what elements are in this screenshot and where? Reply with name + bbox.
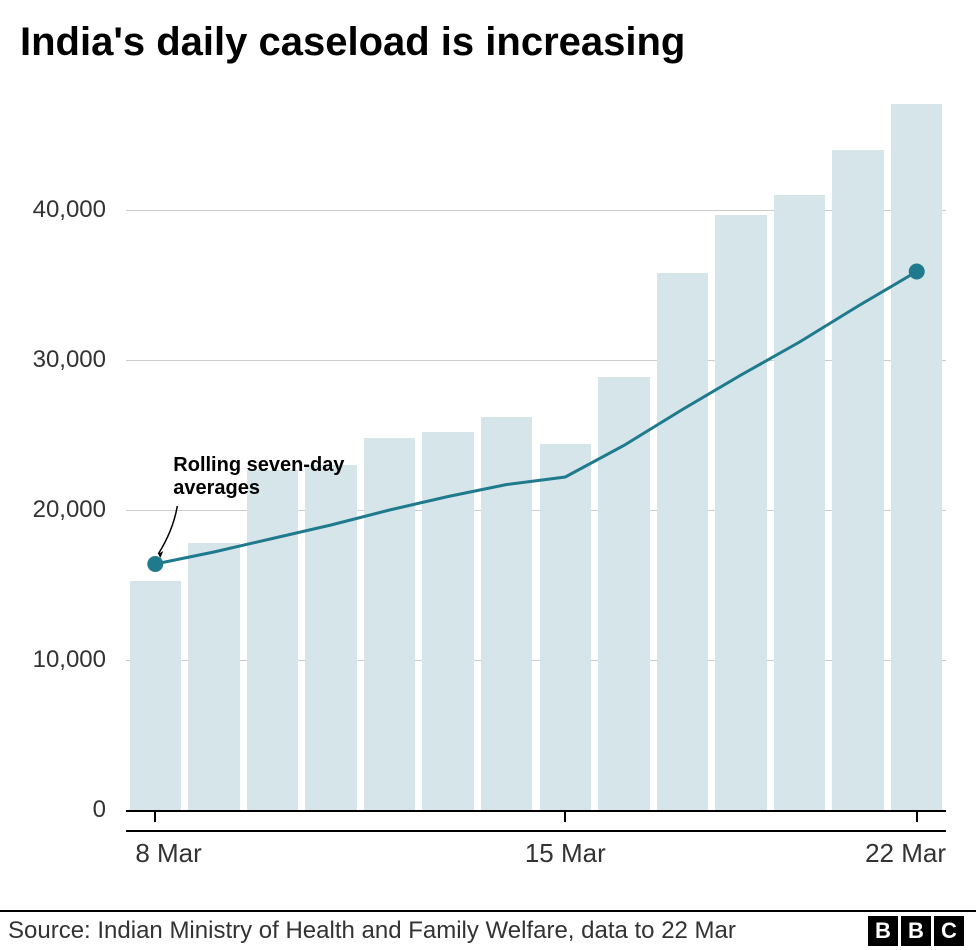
- chart-area: 010,00020,00030,00040,000 Rolling seven-…: [20, 90, 956, 850]
- x-tick-label: 22 Mar: [865, 838, 946, 869]
- y-tick-label: 0: [6, 796, 106, 824]
- x-tick-label: 8 Mar: [135, 838, 201, 869]
- x-tick: [564, 812, 566, 822]
- bbc-logo: B B C: [868, 916, 964, 946]
- x-axis-line: [126, 810, 946, 812]
- x-tick: [916, 812, 918, 822]
- annotation-arrow: [126, 90, 946, 810]
- x-tick-label: 15 Mar: [525, 838, 606, 869]
- source-text: Source: Indian Ministry of Health and Fa…: [8, 917, 736, 945]
- x-tick: [154, 812, 156, 822]
- chart-container: India's daily caseload is increasing 010…: [0, 0, 976, 950]
- logo-letter: B: [901, 916, 931, 946]
- x-axis-label-line: [126, 830, 946, 832]
- chart-footer: Source: Indian Ministry of Health and Fa…: [0, 910, 976, 950]
- y-tick-label: 30,000: [6, 346, 106, 374]
- annotation-arrow-path: [158, 506, 177, 554]
- y-tick-label: 20,000: [6, 496, 106, 524]
- logo-letter: C: [934, 916, 964, 946]
- y-tick-label: 40,000: [6, 196, 106, 224]
- y-tick-label: 10,000: [6, 646, 106, 674]
- chart-title: India's daily caseload is increasing: [20, 20, 685, 65]
- logo-letter: B: [868, 916, 898, 946]
